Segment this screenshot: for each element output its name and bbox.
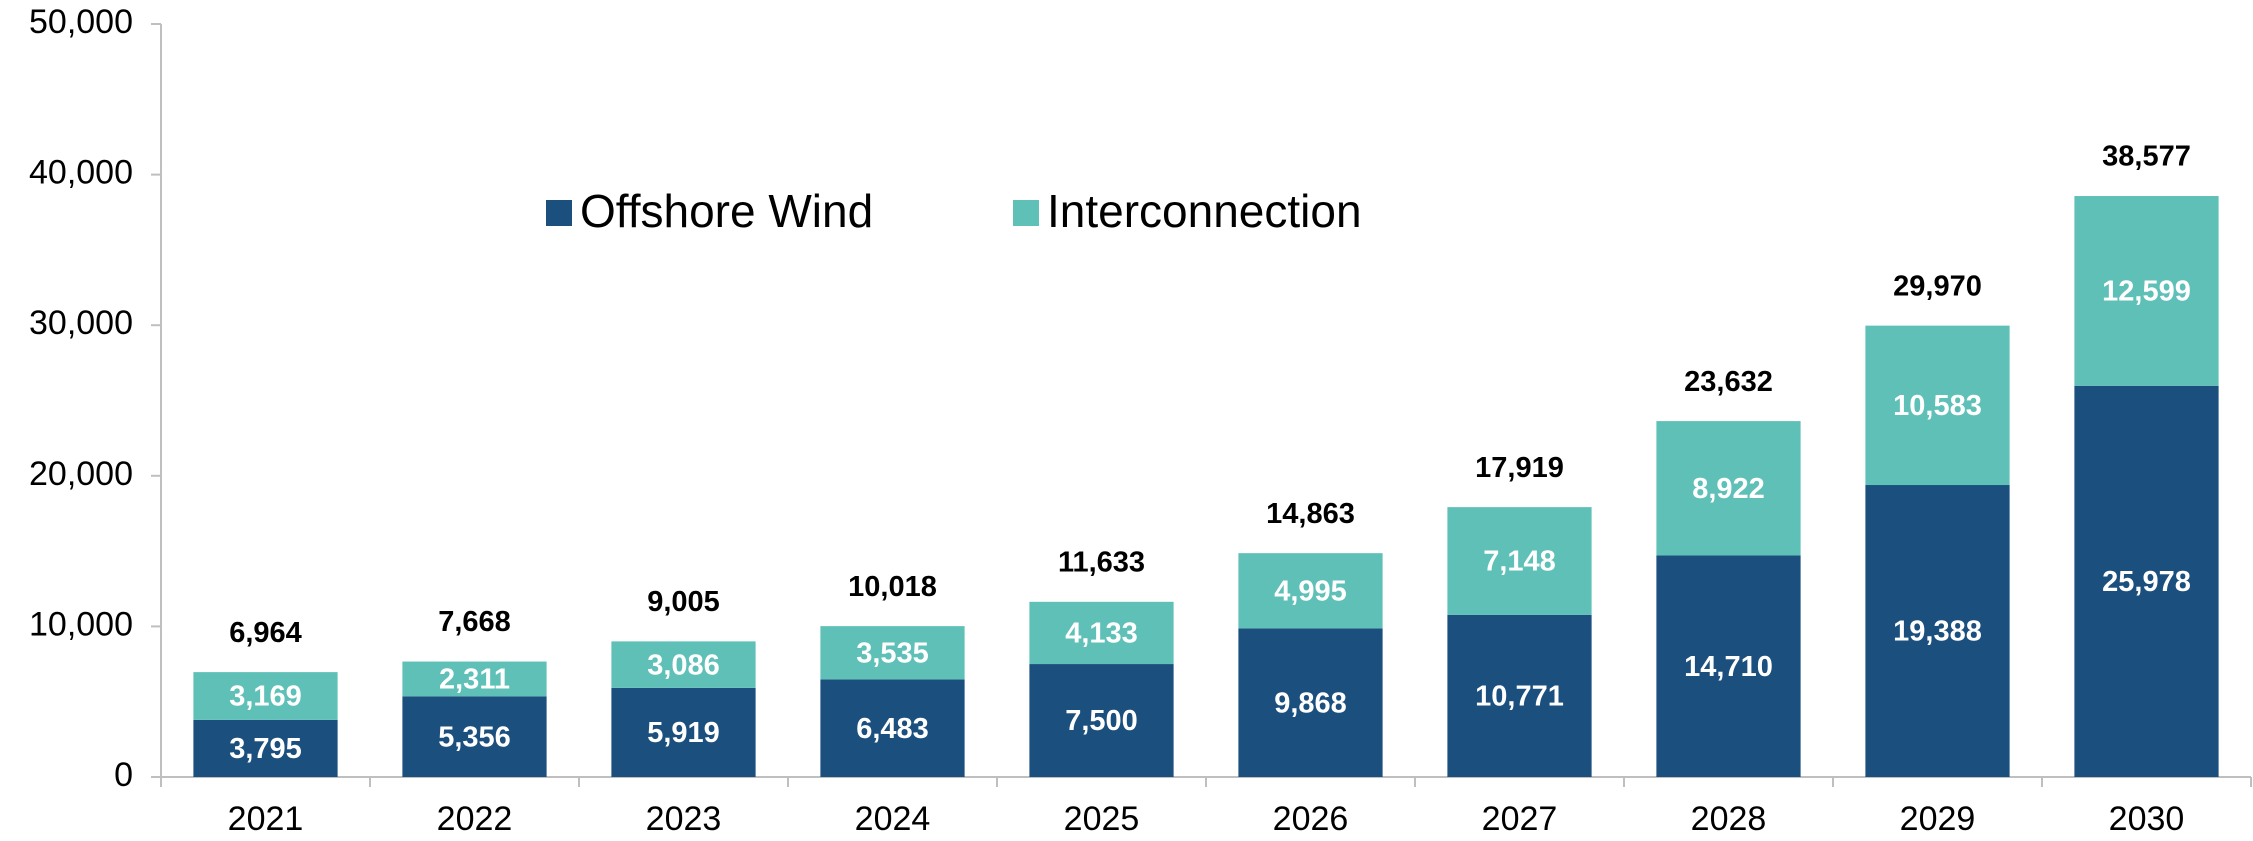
bar-segment — [820, 626, 965, 680]
bar-segment — [1865, 325, 2010, 486]
total-label: 9,005 — [647, 586, 720, 618]
data-label: 9,868 — [1274, 687, 1347, 719]
data-label: 3,535 — [856, 637, 929, 669]
bar-segment — [1447, 507, 1592, 615]
data-label: 12,599 — [2102, 276, 2191, 308]
data-label: 3,086 — [647, 649, 720, 681]
y-tick-label: 20,000 — [29, 455, 133, 493]
y-tick-label: 0 — [114, 756, 133, 794]
x-tick-label: 2022 — [437, 800, 513, 838]
total-label: 38,577 — [2102, 141, 2191, 173]
total-label: 10,018 — [848, 571, 937, 603]
bar-segment — [611, 687, 756, 777]
y-tick-label: 50,000 — [29, 3, 133, 41]
x-tick-label: 2023 — [646, 800, 722, 838]
data-label: 3,169 — [229, 681, 302, 713]
total-label: 6,964 — [229, 617, 302, 649]
total-label: 14,863 — [1266, 498, 1355, 530]
bar-segment — [820, 679, 965, 777]
bar-segment — [1029, 664, 1174, 777]
data-label: 3,795 — [229, 733, 302, 765]
x-tick-label: 2026 — [1273, 800, 1349, 838]
x-tick-label: 2028 — [1691, 800, 1767, 838]
bar-segment — [1656, 555, 1801, 777]
data-label: 4,995 — [1274, 575, 1347, 607]
total-label: 17,919 — [1475, 452, 1564, 484]
data-label: 7,500 — [1065, 705, 1138, 737]
data-label: 10,771 — [1475, 681, 1564, 713]
y-tick-label: 10,000 — [29, 605, 133, 643]
total-label: 29,970 — [1893, 270, 1982, 302]
data-label: 5,356 — [438, 721, 511, 753]
total-label: 11,633 — [1058, 546, 1145, 578]
data-label: 6,483 — [856, 713, 929, 745]
bar-segment — [1238, 553, 1383, 629]
bar-segment — [2074, 385, 2219, 777]
bar-segment — [1447, 614, 1592, 777]
bar-segment — [193, 672, 338, 720]
legend-label: Interconnection — [1047, 185, 1362, 237]
bar-segment — [1238, 628, 1383, 777]
data-label: 7,148 — [1483, 546, 1556, 578]
x-tick-label: 2025 — [1064, 800, 1140, 838]
bar-segment — [193, 719, 338, 777]
data-label: 8,922 — [1692, 473, 1765, 505]
y-tick-label: 30,000 — [29, 304, 133, 342]
legend-label: Offshore Wind — [580, 185, 873, 237]
data-label: 4,133 — [1065, 618, 1138, 650]
legend-swatch — [1013, 200, 1039, 226]
x-tick-label: 2021 — [228, 800, 304, 838]
x-tick-label: 2024 — [855, 800, 931, 838]
bar-segment — [402, 696, 547, 777]
bar-segment — [611, 641, 756, 688]
data-label: 10,583 — [1893, 390, 1982, 422]
data-label: 19,388 — [1893, 616, 1982, 648]
x-tick-label: 2027 — [1482, 800, 1558, 838]
x-tick-label: 2029 — [1900, 800, 1976, 838]
total-label: 23,632 — [1684, 366, 1773, 398]
total-label: 7,668 — [438, 606, 511, 638]
data-label: 14,710 — [1684, 651, 1773, 683]
bar-segment — [402, 661, 547, 697]
y-tick-label: 40,000 — [29, 154, 133, 192]
x-tick-label: 2030 — [2109, 800, 2185, 838]
bar-segment — [2074, 196, 2219, 386]
data-label: 25,978 — [2102, 566, 2191, 598]
data-label: 2,311 — [439, 664, 510, 696]
legend-swatch — [546, 200, 572, 226]
bar-segment — [1865, 485, 2010, 777]
bar-segment — [1656, 421, 1801, 556]
bar-segment — [1029, 601, 1174, 665]
data-label: 5,919 — [647, 717, 720, 749]
